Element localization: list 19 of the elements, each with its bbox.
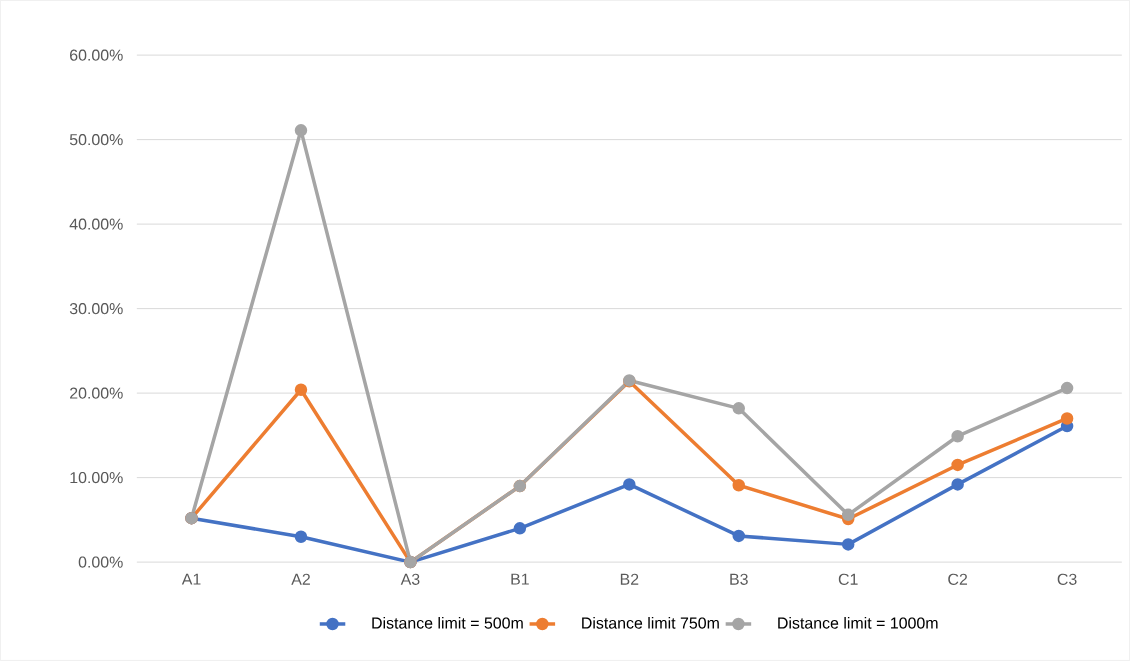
x-tick-label: C3 — [1057, 573, 1077, 585]
x-tick-label: B2 — [620, 573, 639, 585]
y-tick-label: 60.00% — [70, 49, 123, 61]
x-tick-label: B3 — [730, 573, 748, 585]
y-tick-label: 20.00% — [70, 387, 123, 399]
y-tick-label: 10.00% — [70, 471, 123, 484]
x-tick-label: C2 — [948, 573, 968, 585]
legend-label: Distance limit = 500m — [372, 617, 523, 629]
x-tick-label: A2 — [291, 573, 310, 585]
x-tick-label: A1 — [181, 573, 201, 585]
legend-label: Distance limit 750m — [582, 617, 719, 629]
y-tick-label: 50.00% — [69, 133, 123, 146]
x-tick-label: A3 — [400, 573, 420, 585]
y-tick-label: 0.00% — [78, 556, 123, 568]
y-tick-label: 40.00% — [69, 218, 123, 230]
legend-label: Distance limit = 1000m — [778, 617, 938, 629]
x-tick-label: C1 — [838, 573, 858, 585]
y-tick-label: 30.00% — [69, 302, 123, 315]
x-tick-label: B1 — [511, 573, 529, 585]
